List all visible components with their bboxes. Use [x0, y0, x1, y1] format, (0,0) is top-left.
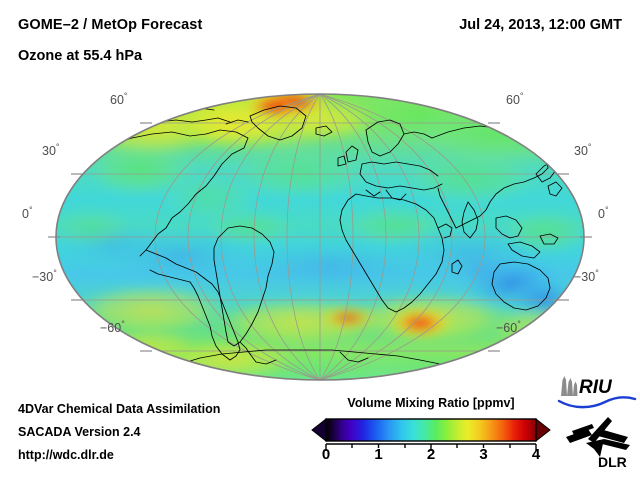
map-svg: [48, 93, 592, 381]
coastlines: [95, 105, 583, 375]
lat-label-right-60: 60°: [506, 90, 524, 107]
forecast-timestamp: Jul 24, 2013, 12:00 GMT: [459, 17, 622, 33]
ozone-field: [56, 94, 584, 380]
colorbar-min-arrow: [311, 417, 327, 443]
colorbar-tick-0: 0: [321, 446, 331, 463]
colorbar-max-arrow: [535, 417, 551, 443]
colorbar-svg: [311, 417, 551, 451]
footer-line-version: SACADA Version 2.4: [18, 425, 141, 439]
lat-ticks: [48, 122, 592, 352]
colorbar: Volume Mixing Ratio [ppmv]: [306, 396, 556, 472]
lat-label-left-60: 60°: [110, 90, 128, 107]
ozone-map: 60° 30° 0° −30° −60° 60° 30° 0° −30° −60…: [0, 78, 640, 388]
page-subtitle: Ozone at 55.4 hPa: [18, 48, 143, 64]
dlr-mark-icon: [566, 417, 630, 457]
dlr-wordmark: DLR: [598, 454, 627, 470]
colorbar-tick-1: 1: [374, 446, 383, 463]
colorbar-gradient: [325, 418, 537, 442]
lat-label-left-minus60: −60°: [100, 318, 125, 335]
lat-label-right-30: 30°: [574, 141, 592, 158]
riu-towers-icon: [561, 376, 578, 396]
lat-label-left-30: 30°: [42, 141, 60, 158]
riu-wordmark: RIU: [579, 377, 613, 398]
colorbar-axis: [325, 443, 537, 451]
page-title: GOME–2 / MetOp Forecast: [18, 17, 203, 33]
lat-label-left-0: 0°: [22, 204, 33, 221]
lat-label-left-minus30: −30°: [32, 267, 57, 284]
lat-label-right-minus60: −60°: [496, 318, 521, 335]
colorbar-title: Volume Mixing Ratio [ppmv]: [347, 396, 515, 410]
colorbar-tick-4: 4: [531, 446, 541, 463]
footer-line-method: 4DVar Chemical Data Assimilation: [18, 402, 221, 416]
dlr-logo: DLR: [566, 417, 630, 470]
lat-label-right-minus30: −30°: [574, 267, 599, 284]
footer-line-url[interactable]: http://wdc.dlr.de: [18, 448, 114, 462]
riu-wave-icon: [557, 396, 637, 409]
lat-label-right-0: 0°: [598, 204, 609, 221]
colorbar-tick-3: 3: [479, 446, 488, 463]
riu-logo: RIU: [557, 376, 637, 409]
colorbar-tick-2: 2: [426, 446, 436, 463]
